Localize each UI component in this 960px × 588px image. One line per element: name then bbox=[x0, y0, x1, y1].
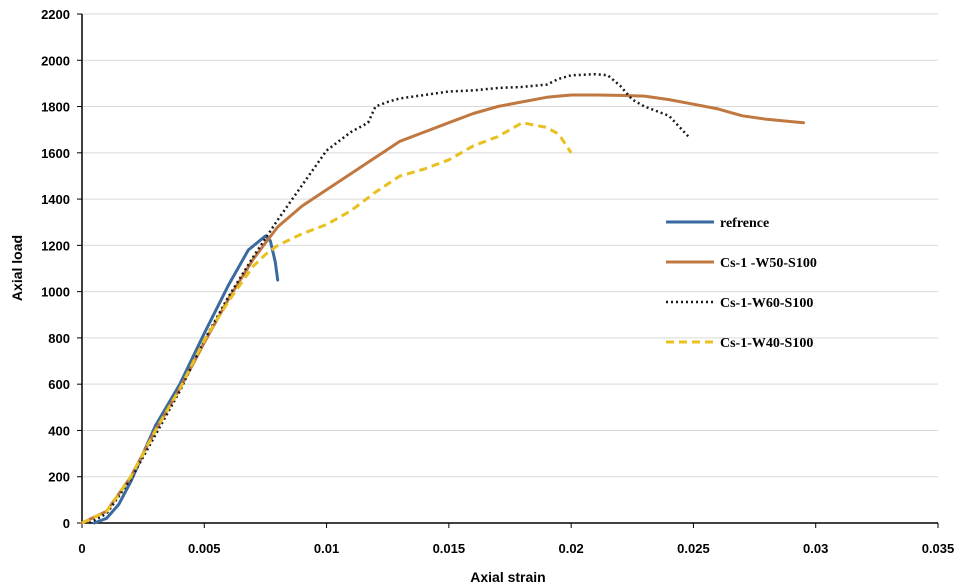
x-axis-title: Axial strain bbox=[470, 569, 545, 585]
grid-lines bbox=[82, 13, 938, 478]
x-tick-label: 0.01 bbox=[314, 541, 339, 556]
x-tick-label: 0 bbox=[78, 541, 85, 556]
x-tick-label: 0.02 bbox=[558, 541, 583, 556]
y-tick-label: 1200 bbox=[41, 238, 70, 253]
y-tick-label: 1000 bbox=[41, 285, 70, 300]
x-tick-label: 0.005 bbox=[188, 541, 221, 556]
series-lines bbox=[80, 72, 805, 525]
x-tick-label: 0.03 bbox=[803, 541, 828, 556]
legend: refrence Cs-1 -W50-S100 Cs-1-W60-S100 Cs-1-… bbox=[666, 216, 817, 351]
legend-label-3: Cs-1-W60-S100 bbox=[720, 296, 813, 311]
y-tick-label: 400 bbox=[48, 423, 70, 438]
y-tick-label: 1400 bbox=[41, 192, 70, 207]
y-tick-label: 2000 bbox=[41, 53, 70, 68]
y-tick-label: 0 bbox=[63, 516, 70, 531]
y-tick-label: 800 bbox=[48, 331, 70, 346]
y-tick-label: 600 bbox=[48, 377, 70, 392]
axes: 0 200 400 600 800 1000 1200 1400 1600 1800 2000 220… bbox=[41, 7, 954, 556]
series-line-4 bbox=[81, 121, 573, 525]
y-tick-label: 1800 bbox=[41, 100, 70, 115]
y-tick-label: 2200 bbox=[41, 7, 70, 22]
legend-label-4: Cs-1-W40-S100 bbox=[720, 336, 813, 351]
legend-label-2: Cs-1 -W50-S100 bbox=[720, 256, 817, 271]
y-tick-label: 1600 bbox=[41, 146, 70, 161]
series-line-3 bbox=[88, 72, 690, 525]
y-tick-label: 200 bbox=[48, 470, 70, 485]
legend-label-1: refrence bbox=[720, 216, 769, 231]
x-tick-label: 0.015 bbox=[433, 541, 466, 556]
x-tick-label: 0.035 bbox=[922, 541, 955, 556]
series-line-2 bbox=[80, 93, 805, 525]
y-axis-title: Axial load bbox=[9, 235, 25, 301]
x-tick-label: 0.025 bbox=[677, 541, 710, 556]
